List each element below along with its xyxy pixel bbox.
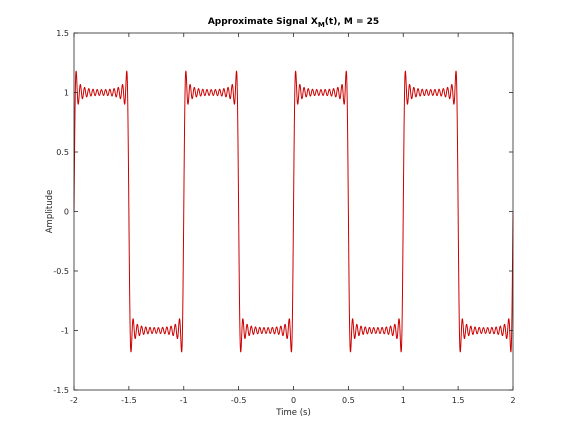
chart-title-subscript: M [318,21,325,29]
y-tick-label: 0.5 [56,148,69,157]
x-tick-label: -2 [70,396,78,405]
chart-title-suffix: (t), M = 25 [325,17,379,27]
x-tick-label: 1.5 [452,396,465,405]
x-tick-label: 1 [401,396,406,405]
data-layer [73,70,514,353]
y-tick-label: -1.5 [53,386,69,395]
y-tick-label: 0 [64,208,69,217]
y-axis-label: Amplitude [45,190,55,234]
x-axis-label: Time (s) [275,408,311,418]
x-tick-label: 2 [510,396,515,405]
x-tick-label: 0 [291,396,296,405]
ticks-layer: -2 -1.5 -1 -0.5 0 0.5 1 1.5 2-1.5-1-0.500.511.5 [53,29,515,405]
y-tick-label: -1 [61,327,69,336]
y-tick-label: -0.5 [53,267,69,276]
chart-title: Approximate Signal XM(t), M = 25 [208,17,379,29]
x-tick-label: -1.5 [121,396,137,405]
chart-title-main: Approximate Signal X [208,17,318,27]
y-tick-label: 1 [64,89,69,98]
x-tick-label: -1 [180,396,188,405]
y-tick-label: 1.5 [56,29,69,38]
x-tick-label: 0.5 [342,396,355,405]
x-tick-label: -0.5 [231,396,247,405]
series-line [73,70,514,353]
